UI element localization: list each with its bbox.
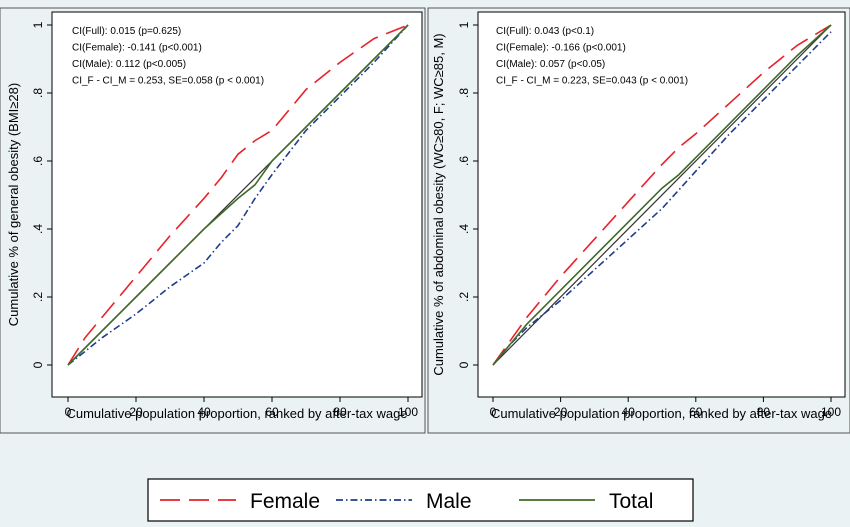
y-tick-label: .4 — [457, 224, 471, 234]
x-axis-label: Cumulative population proportion, ranked… — [491, 406, 832, 421]
x-tick-label: 0 — [65, 405, 72, 419]
x-tick-label: 40 — [622, 405, 636, 419]
legend-box — [147, 478, 694, 522]
plot-area — [51, 11, 423, 398]
y-tick-label: .8 — [31, 88, 45, 98]
y-tick-label: 0 — [457, 361, 471, 368]
y-tick-label: .6 — [31, 156, 45, 166]
y-tick-label: .8 — [457, 88, 471, 98]
plot-area — [477, 11, 846, 398]
ci-annotation: CI(Male): 0.057 (p<0.05) — [496, 59, 605, 70]
x-tick-label: 0 — [490, 405, 497, 419]
x-tick-label: 80 — [333, 405, 347, 419]
y-tick-label: 0 — [31, 361, 45, 368]
series-line-female — [492, 24, 832, 366]
series-line-male — [492, 31, 832, 366]
y-axis-label: Cumulative % of abdominal obesity (WC≥80… — [431, 33, 446, 375]
ci-annotation: CI(Female): -0.166 (p<0.001) — [496, 43, 626, 54]
y-tick-label: .6 — [457, 156, 471, 166]
x-tick-label: 80 — [757, 405, 771, 419]
ci-annotation: CI(Full): 0.043 (p<0.1) — [496, 26, 594, 37]
series-line-female — [67, 24, 409, 366]
equality-line — [492, 24, 832, 366]
ci-annotation: CI(Female): -0.141 (p<0.001) — [72, 43, 202, 54]
legend-label-female: Female — [250, 490, 320, 513]
y-axis-label: Cumulative % of general obesity (BMI≥28) — [6, 83, 21, 326]
series-line-male — [67, 24, 409, 366]
y-tick-label: .4 — [31, 224, 45, 234]
y-tick-label: .2 — [457, 292, 471, 302]
x-tick-label: 40 — [197, 405, 211, 419]
x-tick-label: 20 — [129, 405, 143, 419]
ci-annotation: CI_F - CI_M = 0.223, SE=0.043 (p < 0.001… — [496, 76, 688, 87]
legend-label-total: Total — [609, 490, 653, 513]
x-tick-label: 60 — [265, 405, 279, 419]
legend-label-male: Male — [426, 490, 472, 513]
panel-frame — [0, 7, 426, 434]
y-tick-label: 1 — [457, 21, 471, 28]
legend: Female Male Total — [147, 478, 694, 522]
ci-annotation: CI_F - CI_M = 0.253, SE=0.058 (p < 0.001… — [72, 76, 264, 87]
ci-annotation: CI(Male): 0.112 (p<0.005) — [72, 59, 186, 70]
y-tick-label: .2 — [31, 292, 45, 302]
series-line-total — [67, 24, 409, 366]
x-tick-label: 100 — [398, 405, 418, 419]
y-tick-label: 1 — [31, 21, 45, 28]
panel-frame — [427, 7, 850, 434]
ci-annotation: CI(Full): 0.015 (p=0.625) — [72, 26, 181, 37]
x-tick-label: 100 — [821, 405, 841, 419]
x-axis-label: Cumulative population proportion, ranked… — [66, 406, 407, 421]
series-line-total — [492, 24, 832, 366]
x-tick-label: 20 — [554, 405, 568, 419]
x-tick-label: 60 — [689, 405, 703, 419]
